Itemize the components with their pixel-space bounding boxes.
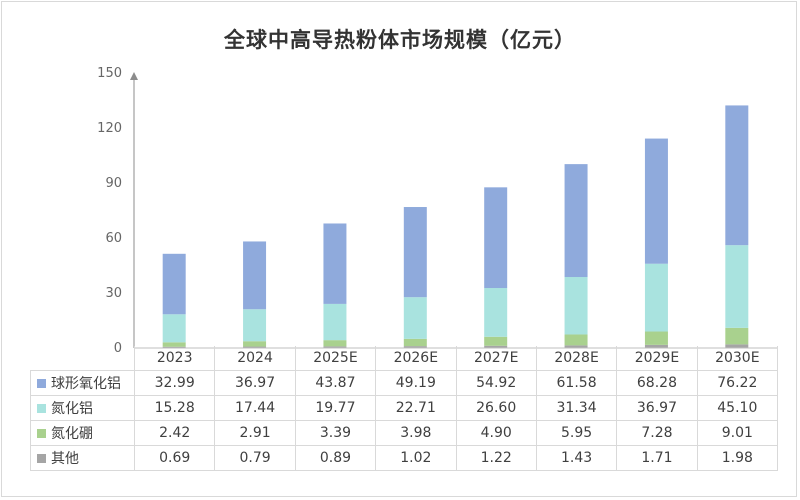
y-tick-label: 120 (97, 121, 122, 136)
legend-swatch (37, 454, 46, 463)
data-label: 1.98 (696, 445, 779, 471)
bar-segment (725, 327, 749, 345)
data-label: 17.44 (214, 395, 296, 421)
y-tick-label: 150 (97, 66, 122, 81)
bar-segment (484, 336, 508, 346)
table-corner (31, 346, 135, 371)
data-label: 7.28 (616, 420, 698, 446)
data-label: 76.22 (696, 370, 779, 396)
data-label: 0.89 (294, 445, 377, 471)
bar-segment (644, 331, 668, 345)
data-label: 4.90 (455, 420, 537, 446)
x-tick-label: 2026E (375, 346, 457, 371)
data-label: 36.97 (616, 395, 698, 421)
data-label: 45.10 (696, 395, 779, 421)
data-label: 2.42 (133, 420, 216, 446)
table-row: 球形氧化铝 32.99 36.97 43.87 49.19 54.92 61.58 68.28… (30, 370, 779, 396)
bar-segment (725, 245, 749, 328)
legend-entry: 球形氧化铝 (30, 370, 135, 396)
bar-segment (564, 277, 588, 335)
bar-segment (403, 297, 427, 339)
bar-segment (243, 309, 267, 342)
bar-segment (564, 164, 588, 278)
bar-segment (725, 105, 749, 246)
bar-segment (644, 138, 668, 264)
legend-entry: 氮化硼 (30, 420, 135, 446)
data-label: 36.97 (214, 370, 296, 396)
x-tick-label: 2030E (696, 346, 779, 371)
data-table: 2023 2024 2025E 2026E 2027E 2028E 2029E 2030E 球形… (30, 346, 779, 471)
legend-label: 其他 (51, 451, 79, 467)
chart-title: 全球中高导热粉体市场规模（亿元） (224, 28, 576, 52)
bar-segment (644, 263, 668, 332)
data-label: 43.87 (294, 370, 377, 396)
bar-segment (162, 314, 186, 343)
bar-segment (162, 253, 186, 315)
data-label: 26.60 (455, 395, 537, 421)
bar-segment (403, 207, 427, 298)
x-tick-label: 2025E (294, 346, 377, 371)
bar-segment (323, 340, 347, 347)
bar-segment (243, 241, 267, 310)
data-label: 1.02 (375, 445, 457, 471)
data-label: 3.39 (294, 420, 377, 446)
data-label: 32.99 (133, 370, 216, 396)
data-label: 22.71 (375, 395, 457, 421)
bar-segment (323, 223, 347, 304)
data-label: 9.01 (696, 420, 779, 446)
y-tick-label: 0 (114, 341, 122, 356)
y-tick-label: 30 (105, 286, 122, 301)
data-label: 1.71 (616, 445, 698, 471)
legend-entry: 其他 (30, 445, 135, 471)
table-row: 其他 0.69 0.79 0.89 1.02 1.22 1.43 1.71 1.98 (30, 445, 779, 471)
legend-swatch (37, 379, 46, 388)
data-label: 31.34 (535, 395, 618, 421)
data-label: 68.28 (616, 370, 698, 396)
bar-segment (162, 342, 186, 347)
data-label: 0.79 (214, 445, 296, 471)
table-row: 氮化铝 15.28 17.44 19.77 22.71 26.60 31.34 36.97 45… (30, 395, 779, 421)
x-tick-label: 2027E (455, 346, 537, 371)
data-label: 1.43 (535, 445, 618, 471)
legend-swatch (37, 429, 46, 438)
y-tick-label: 60 (105, 231, 122, 246)
x-tick-label: 2023 (133, 346, 216, 371)
bar-segment (323, 303, 347, 341)
bar-segment (484, 187, 508, 289)
legend-label: 氮化铝 (51, 401, 93, 417)
x-tick-label: 2029E (616, 346, 698, 371)
legend-label: 氮化硼 (51, 426, 93, 442)
data-label: 1.22 (455, 445, 537, 471)
legend-swatch (37, 404, 46, 413)
bar-segment (484, 288, 508, 337)
bar-segment (403, 338, 427, 347)
data-label: 61.58 (535, 370, 618, 396)
x-tick-label: 2028E (535, 346, 618, 371)
legend-entry: 氮化铝 (30, 395, 135, 421)
y-tick-label: 90 (105, 176, 122, 191)
x-tick-label: 2024 (214, 346, 296, 371)
data-label: 49.19 (375, 370, 457, 396)
data-label: 5.95 (535, 420, 618, 446)
data-label: 54.92 (455, 370, 537, 396)
bar-segment (564, 334, 588, 346)
data-label: 2.91 (214, 420, 296, 446)
data-label: 3.98 (375, 420, 457, 446)
table-row: 氮化硼 2.42 2.91 3.39 3.98 4.90 5.95 7.28 9.01 (30, 420, 779, 446)
y-axis-arrow (130, 72, 138, 80)
bar-segment (243, 341, 267, 347)
legend-label: 球形氧化铝 (51, 376, 121, 392)
data-label: 15.28 (133, 395, 216, 421)
data-label: 19.77 (294, 395, 377, 421)
data-label: 0.69 (133, 445, 216, 471)
